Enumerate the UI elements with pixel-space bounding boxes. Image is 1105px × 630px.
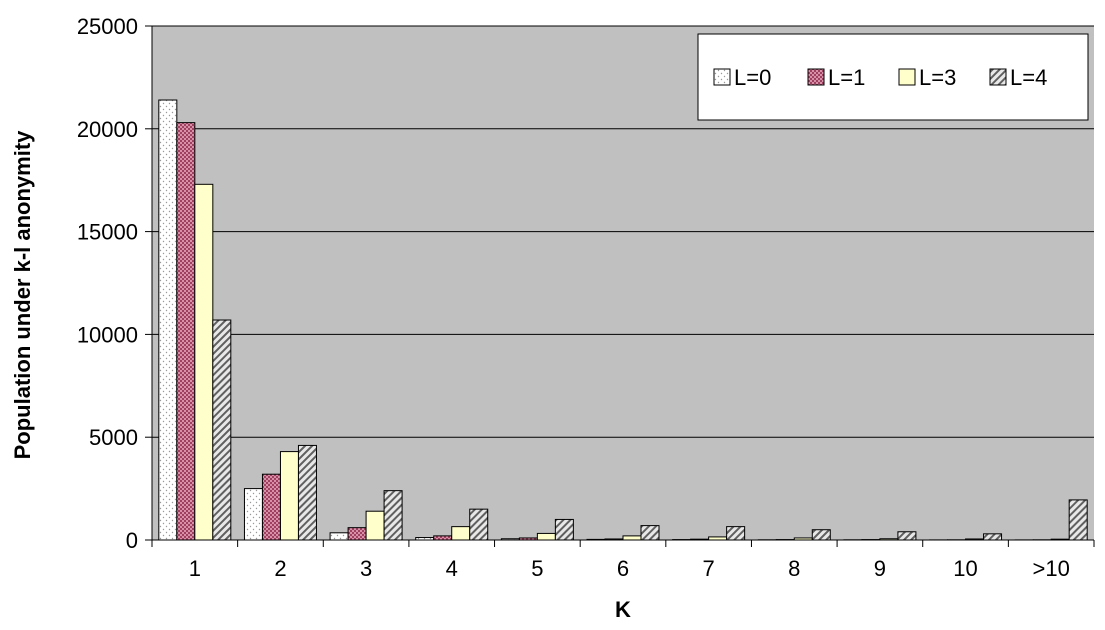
bar-L1-2 — [262, 474, 280, 540]
x-axis-title: K — [615, 597, 631, 622]
bar-L4->10 — [1069, 500, 1087, 540]
bar-L3-4 — [452, 527, 470, 540]
bar-L4-7 — [727, 527, 745, 540]
bar-L3-2 — [280, 452, 298, 540]
x-tick-label: 8 — [788, 556, 800, 581]
legend: L=0 L=1 L=3 L=4 — [698, 34, 1088, 120]
legend-label: L=0 — [734, 65, 771, 90]
bar-L4-2 — [298, 445, 316, 540]
bar-L1-1 — [177, 123, 195, 540]
y-tick-label: 5000 — [89, 425, 138, 450]
bar-L0-2 — [244, 489, 262, 540]
x-tick-label: 9 — [874, 556, 886, 581]
bar-L0-1 — [159, 100, 177, 540]
legend-label: L=4 — [1010, 65, 1047, 90]
y-tick-label: 20000 — [77, 117, 138, 142]
y-tick-label: 25000 — [77, 14, 138, 39]
legend-label: L=3 — [919, 65, 956, 90]
y-tick-labels: 0 5000 10000 15000 20000 25000 — [77, 14, 138, 553]
bar-L4-3 — [384, 491, 402, 540]
legend-swatch — [990, 69, 1006, 85]
legend-label: L=1 — [828, 65, 865, 90]
bar-L1-3 — [348, 528, 366, 540]
y-axis-title: Population under k-l anonymity — [10, 130, 35, 460]
bar-L4-4 — [470, 509, 488, 540]
bar-L3-5 — [537, 533, 555, 540]
y-tick-label: 10000 — [77, 322, 138, 347]
y-tick-label: 0 — [126, 528, 138, 553]
x-tick-label: 1 — [189, 556, 201, 581]
x-tick-label: 4 — [446, 556, 458, 581]
bar-L3-1 — [195, 184, 213, 540]
legend-swatch — [808, 69, 824, 85]
x-tick-label: >10 — [1033, 556, 1070, 581]
x-tick-label: 7 — [703, 556, 715, 581]
bar-L4-9 — [898, 532, 916, 540]
x-tick-label: 6 — [617, 556, 629, 581]
bar-L1-4 — [434, 536, 452, 540]
legend-swatch — [714, 69, 730, 85]
bar-L4-1 — [213, 320, 231, 540]
bar-L3-6 — [623, 536, 641, 540]
x-tick-label: 3 — [360, 556, 372, 581]
x-tick-label: 2 — [274, 556, 286, 581]
x-tick-label: 5 — [531, 556, 543, 581]
bar-L4-10 — [984, 534, 1002, 540]
bar-L4-5 — [555, 519, 573, 540]
x-tick-label: 10 — [953, 556, 977, 581]
y-tick-label: 15000 — [77, 220, 138, 245]
bar-L4-6 — [641, 526, 659, 540]
bar-L3-3 — [366, 511, 384, 540]
bar-L0-3 — [330, 533, 348, 540]
x-tick-labels: 1 2 3 4 5 6 7 8 9 10 >10 — [189, 556, 1070, 581]
bar-L4-8 — [812, 530, 830, 540]
legend-swatch — [899, 69, 915, 85]
